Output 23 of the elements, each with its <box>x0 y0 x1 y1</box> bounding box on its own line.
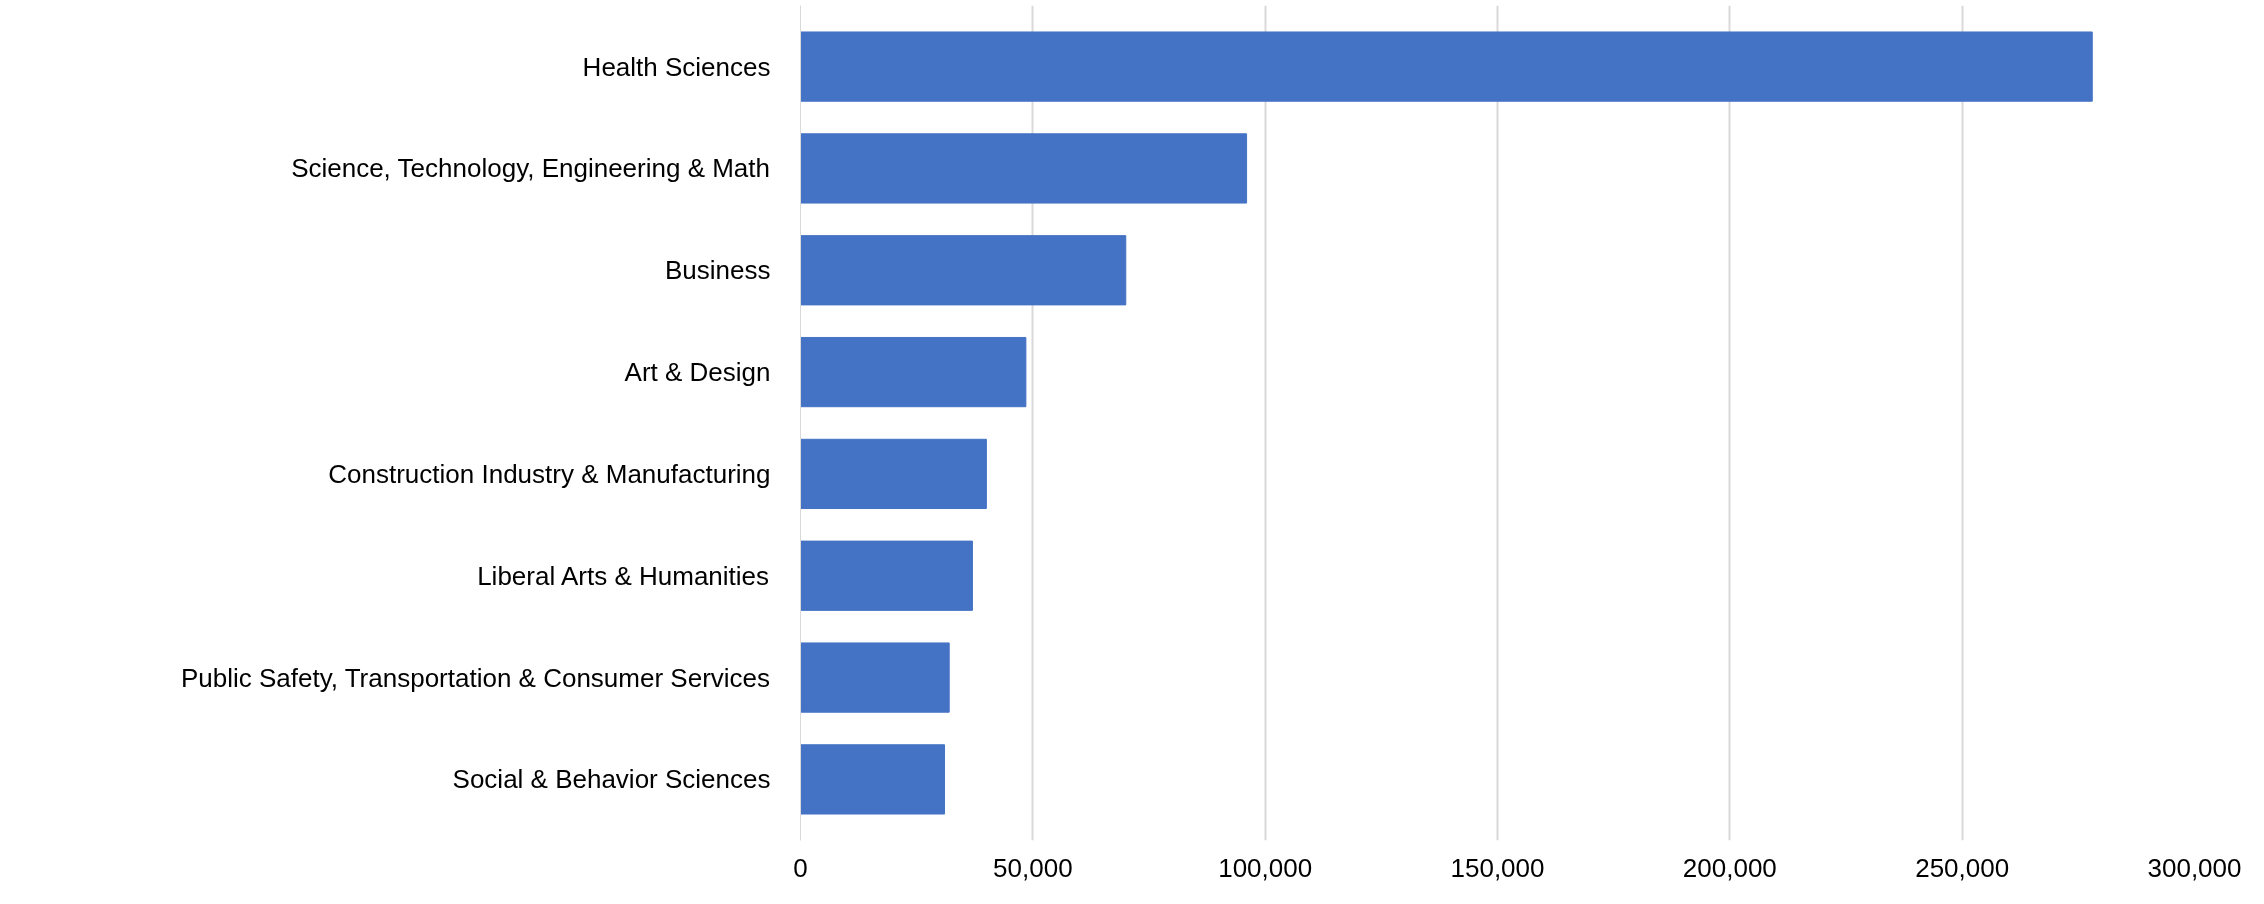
bar <box>800 31 2093 102</box>
x-tick-label: 150,000 <box>1450 852 1545 883</box>
x-tick-label: 200,000 <box>1682 852 1777 883</box>
y-tick-label: Construction Industry & Manufacturing <box>328 458 771 489</box>
bar <box>800 642 950 713</box>
y-tick-label: Art & Design <box>624 357 771 388</box>
x-tick-label: 250,000 <box>1915 852 2010 883</box>
bar <box>800 336 1027 408</box>
y-tick-label: Science, Technology, Engineering & Math <box>291 153 771 184</box>
x-tick-label: 300,000 <box>2147 852 2242 883</box>
y-tick-label: Business <box>665 255 771 286</box>
bar <box>800 235 1127 306</box>
y-tick-label: Public Safety, Transportation & Consumer Services <box>180 662 771 693</box>
y-tick-label: Liberal Arts & Humanities <box>477 560 770 591</box>
bar <box>800 540 973 611</box>
bar <box>800 744 946 815</box>
x-tick-label: 100,000 <box>1218 852 1313 883</box>
bar <box>800 133 1248 204</box>
y-tick-label: Health Sciences <box>582 51 771 82</box>
bar <box>800 438 987 510</box>
x-tick-label: 0 <box>793 852 808 883</box>
x-tick-label: 50,000 <box>993 852 1073 883</box>
y-tick-label: Social & Behavior Sciences <box>452 764 771 795</box>
